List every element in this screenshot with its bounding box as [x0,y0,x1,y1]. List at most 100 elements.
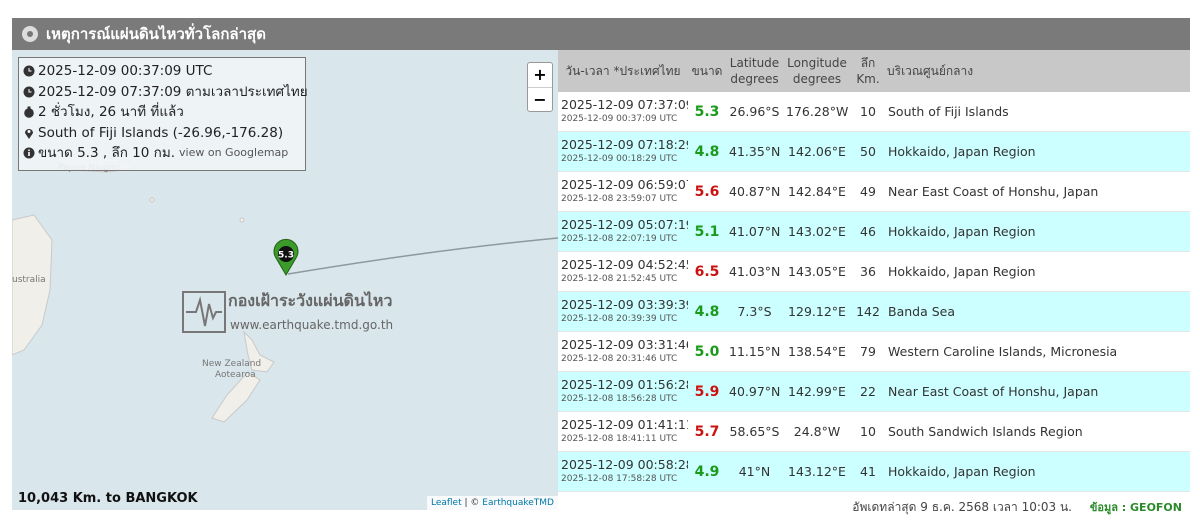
map-label: Aotearoa [215,370,256,380]
time-cell: 2025-12-09 00:58:28 2025-12-08 17:58:28 U… [558,451,688,492]
marker-label: 5.3 [278,251,294,261]
utc-time: 2025-12-08 18:56:28 UTC [561,393,678,404]
info-box: 2025-12-09 00:37:09 UTC 2025-12-09 07:37… [18,57,308,171]
leaflet-link[interactable]: Leaflet [430,498,462,508]
utc-time: 2025-12-09 00:18:29 UTC [561,153,678,164]
latitude-cell: 26.96°S [726,92,783,132]
magnitude-cell: 5.3 [688,92,726,132]
pin-icon [25,128,33,139]
table-row[interactable]: 2025-12-09 07:18:29 2025-12-09 00:18:29 U… [558,131,1190,172]
longitude-cell: 138.54°E [783,331,851,372]
column-header-text: บริเวณศูนย์กลาง [887,64,974,78]
header-row: วัน-เวลา *ประเทศไทย ขนาด Latitude degrees Lo… [558,50,1190,92]
local-time: 2025-12-09 00:58:28 [561,456,688,472]
region-cell: Hokkaido, Japan Region [885,451,1190,492]
latitude-cell: 58.65°S [726,411,783,452]
utc-time: 2025-12-08 20:31:46 UTC [561,353,678,364]
zoom-control: + − [527,62,553,112]
time-cell: 2025-12-09 07:37:09 2025-12-09 00:37:09 U… [558,92,688,132]
table-row[interactable]: 2025-12-09 01:41:11 2025-12-08 18:41:11 U… [558,411,1190,452]
longitude-cell: 142.06°E [783,131,851,172]
depth-cell: 10 [851,411,885,452]
longitude-cell: 176.28°W [783,92,851,132]
latitude-cell: 7.3°S [726,291,783,332]
zoom-in-button[interactable]: + [533,65,547,84]
table-row[interactable]: 2025-12-09 07:37:09 2025-12-09 00:37:09 U… [558,92,1190,132]
header-title: เหตุการณ์แผ่นดินไหวทั่วโลกล่าสุด [46,25,266,43]
watermark-name: กองเฝ้าระวังแผ่นดินไหว [228,291,392,310]
info-summary: ขนาด 5.3 , ลึก 10 กม. [38,145,176,162]
latitude-cell: 41.07°N [726,211,783,252]
column-header: วัน-เวลา *ประเทศไทย [558,50,688,92]
longitude-cell: 142.84°E [783,171,851,212]
googlemap-link[interactable]: view on Googlemap [179,146,289,160]
source-label: ข้อมูล : GEOFON [1089,501,1182,514]
magnitude-cell: 5.6 [688,171,726,212]
time-cell: 2025-12-09 03:39:39 2025-12-08 20:39:39 U… [558,291,688,332]
info-line: South of Fiji Islands (-26.96,-176.28) [23,123,305,144]
latitude-cell: 41°N [726,451,783,492]
longitude-cell: 129.12°E [783,291,851,332]
map[interactable]: Papua Niugini ustralia New Zealand Aotea… [12,50,558,510]
column-header-line: degrees [792,72,842,86]
longitude-cell: 143.05°E [783,251,851,292]
table-row[interactable]: 2025-12-09 03:39:39 2025-12-08 20:39:39 U… [558,291,1190,332]
quake-table: วัน-เวลา *ประเทศไทย ขนาด Latitude degrees Lo… [558,50,1190,492]
time-cell: 2025-12-09 05:07:19 2025-12-08 22:07:19 U… [558,211,688,252]
zoom-out-button[interactable]: − [528,87,552,112]
table-row[interactable]: 2025-12-09 03:31:46 2025-12-08 20:31:46 U… [558,331,1190,372]
table-row[interactable]: 2025-12-09 05:07:19 2025-12-08 22:07:19 U… [558,211,1190,252]
depth-cell: 46 [851,211,885,252]
magnitude-cell: 5.1 [688,211,726,252]
region-cell: Banda Sea [885,291,1190,332]
column-header-text: ขนาด [691,64,723,78]
info-line: 2025-12-09 00:37:09 UTC [23,61,305,82]
region-cell: Hokkaido, Japan Region [885,211,1190,252]
info-thai-time: 2025-12-09 07:37:09 ตามเวลาประเทศไทย [38,83,308,100]
magnitude-cell: 4.9 [688,451,726,492]
magnitude-cell: 4.8 [688,131,726,172]
utc-time: 2025-12-08 18:41:11 UTC [561,433,678,444]
timer-icon [24,106,34,119]
table-row[interactable]: 2025-12-09 06:59:07 2025-12-08 23:59:07 U… [558,171,1190,212]
local-time: 2025-12-09 01:56:28 [561,376,688,392]
region-cell: Near East Coast of Honshu, Japan [885,171,1190,212]
info-line: 2 ชั่วโมง, 26 นาที ที่แล้ว [23,102,305,123]
time-cell: 2025-12-09 01:56:28 2025-12-08 18:56:28 U… [558,371,688,412]
local-time: 2025-12-09 07:37:09 [561,96,688,112]
land-australia [12,214,53,356]
latitude-cell: 40.97°N [726,371,783,412]
column-header: ขนาด [688,50,726,92]
time-cell: 2025-12-09 04:52:45 2025-12-08 21:52:45 U… [558,251,688,292]
column-header: Longitude degrees [783,50,851,92]
local-time: 2025-12-09 01:41:11 [561,416,688,432]
latitude-cell: 41.35°N [726,131,783,172]
distance-line [287,237,558,275]
depth-cell: 50 [851,131,885,172]
map-label: ustralia [12,275,46,285]
info-icon [23,147,35,159]
utc-time: 2025-12-08 21:52:45 UTC [561,273,678,284]
clock-icon [23,65,35,77]
depth-cell: 79 [851,331,885,372]
updated-label: อัพเดทล่าสุด 9 ธ.ค. 2568 เวลา 10:03 น. [852,500,1072,514]
land-nz-north [243,330,275,373]
time-cell: 2025-12-09 01:41:11 2025-12-08 18:41:11 U… [558,411,688,452]
longitude-cell: 143.12°E [783,451,851,492]
latitude-cell: 11.15°N [726,331,783,372]
info-ago: 2 ชั่วโมง, 26 นาที ที่แล้ว [38,104,184,121]
utc-time: 2025-12-08 20:39:39 UTC [561,313,678,324]
table-row[interactable]: 2025-12-09 00:58:28 2025-12-08 17:58:28 U… [558,451,1190,492]
depth-cell: 49 [851,171,885,212]
table-row[interactable]: 2025-12-09 04:52:45 2025-12-08 21:52:45 U… [558,251,1190,292]
credit-link[interactable]: EarthquakeTMD [482,498,554,508]
utc-time: 2025-12-08 22:07:19 UTC [561,233,678,244]
depth-cell: 142 [851,291,885,332]
longitude-cell: 143.02°E [783,211,851,252]
magnitude-cell: 6.5 [688,251,726,292]
header-icon [22,26,38,42]
column-header-line: Latitude [729,56,780,70]
table-row[interactable]: 2025-12-09 01:56:28 2025-12-08 18:56:28 U… [558,371,1190,412]
local-time: 2025-12-09 06:59:07 [561,176,688,192]
